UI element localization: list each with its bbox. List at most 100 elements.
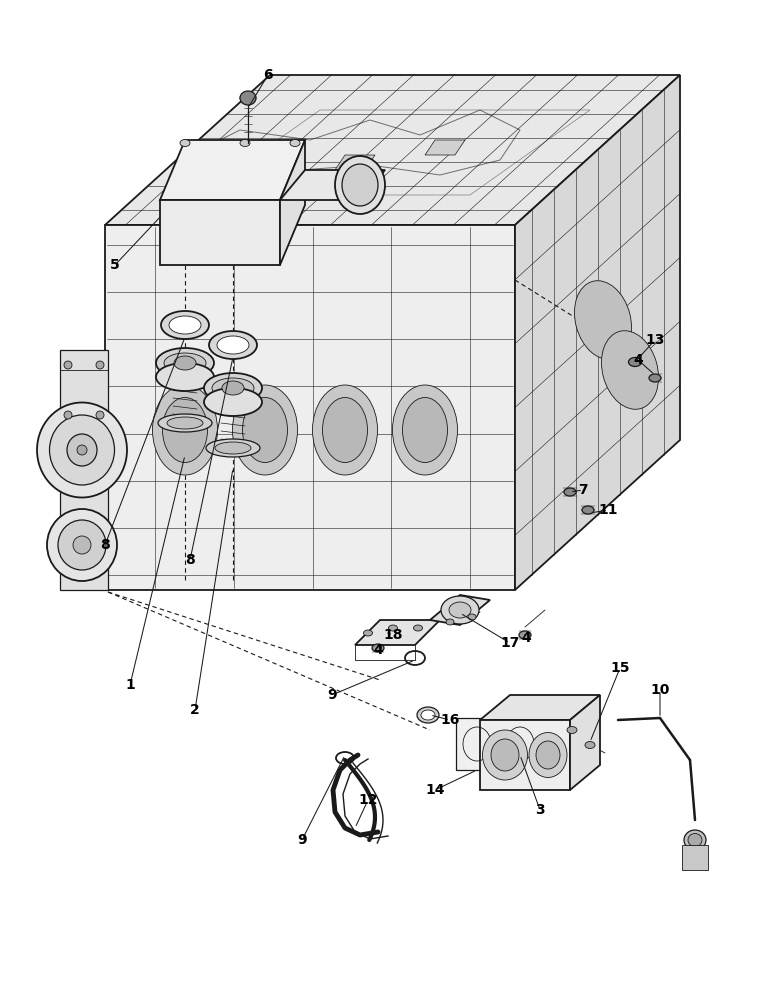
Text: 2: 2 [190,703,200,717]
Polygon shape [280,170,385,200]
Ellipse shape [342,164,378,206]
Ellipse shape [388,625,397,631]
Ellipse shape [582,506,594,514]
Ellipse shape [483,730,527,780]
Polygon shape [280,140,305,265]
Text: 3: 3 [535,803,545,817]
Text: 4: 4 [521,631,531,645]
Text: 5: 5 [110,258,120,272]
Ellipse shape [312,385,378,475]
Text: 7: 7 [578,483,587,497]
Text: 8: 8 [185,553,195,567]
Polygon shape [235,170,275,185]
Ellipse shape [468,614,476,620]
Ellipse shape [519,631,531,639]
Polygon shape [60,350,108,590]
Ellipse shape [37,402,127,497]
Ellipse shape [163,397,207,462]
Polygon shape [355,620,440,645]
Ellipse shape [158,414,212,432]
Ellipse shape [649,374,661,382]
Ellipse shape [567,726,577,734]
Text: 4: 4 [373,643,383,657]
Ellipse shape [529,732,567,778]
Ellipse shape [212,378,254,398]
Text: 15: 15 [610,661,630,675]
Ellipse shape [688,834,702,846]
Polygon shape [515,75,680,590]
Ellipse shape [335,156,385,214]
Polygon shape [456,718,498,770]
Polygon shape [425,140,465,155]
Ellipse shape [242,397,287,462]
Ellipse shape [322,397,368,462]
Polygon shape [335,155,375,170]
Polygon shape [480,720,570,790]
Ellipse shape [585,742,595,748]
Text: 16: 16 [440,713,460,727]
Polygon shape [160,200,280,265]
Ellipse shape [601,331,658,409]
Text: 4: 4 [633,353,643,367]
Text: 6: 6 [263,68,273,82]
Ellipse shape [73,536,91,554]
Text: 1: 1 [125,678,135,692]
Ellipse shape [413,625,423,631]
Text: 17: 17 [500,636,520,650]
Polygon shape [105,75,680,225]
Ellipse shape [233,385,297,475]
Polygon shape [105,225,515,590]
Ellipse shape [417,707,439,723]
Ellipse shape [240,139,250,146]
Ellipse shape [441,596,479,624]
Polygon shape [570,695,600,790]
Ellipse shape [204,388,262,416]
Ellipse shape [575,281,632,359]
Ellipse shape [49,415,115,485]
Polygon shape [430,595,490,625]
Ellipse shape [290,139,300,146]
Ellipse shape [217,336,249,354]
Ellipse shape [403,397,448,462]
Ellipse shape [240,91,256,105]
Ellipse shape [64,361,72,369]
Text: 14: 14 [426,783,445,797]
Ellipse shape [180,139,190,146]
Ellipse shape [156,363,214,391]
Ellipse shape [684,830,706,850]
Ellipse shape [96,411,104,419]
Ellipse shape [209,331,257,359]
Ellipse shape [47,509,117,581]
Ellipse shape [491,739,519,771]
Ellipse shape [156,348,214,378]
Ellipse shape [446,619,454,625]
Ellipse shape [153,385,217,475]
Ellipse shape [363,630,372,636]
Ellipse shape [392,385,458,475]
Ellipse shape [169,316,201,334]
Text: 11: 11 [598,503,618,517]
Ellipse shape [222,381,244,395]
Text: 9: 9 [297,833,307,847]
Ellipse shape [215,442,251,454]
Polygon shape [480,695,600,720]
Text: 8: 8 [100,538,110,552]
Ellipse shape [174,356,196,370]
Ellipse shape [449,602,471,618]
Ellipse shape [629,358,641,366]
Ellipse shape [161,311,209,339]
Ellipse shape [67,434,97,466]
Polygon shape [160,140,305,200]
Ellipse shape [167,417,203,429]
Text: 10: 10 [651,683,670,697]
Text: 13: 13 [645,333,665,347]
Ellipse shape [204,373,262,403]
Ellipse shape [206,439,260,457]
Ellipse shape [421,710,435,720]
Ellipse shape [96,361,104,369]
Ellipse shape [77,445,87,455]
Ellipse shape [64,411,72,419]
Ellipse shape [372,644,384,652]
Ellipse shape [164,353,206,373]
Polygon shape [682,845,708,870]
